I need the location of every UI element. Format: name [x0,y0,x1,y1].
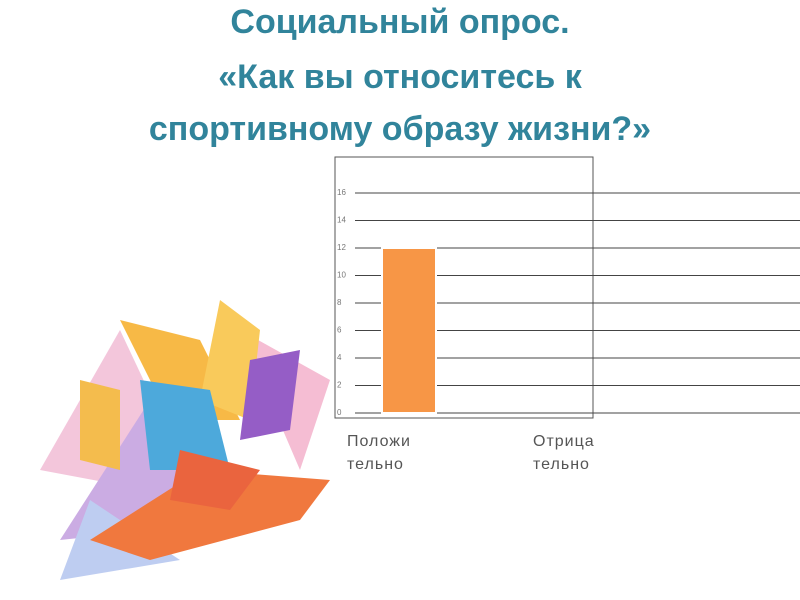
plot-frame [334,156,594,419]
y-tick-label: 2 [337,381,342,390]
title-line: «Как вы относитесь к [218,58,582,96]
y-tick-label: 12 [337,243,346,252]
sports-illustration [40,300,330,580]
x-tick-label: Отрицательно [533,433,595,473]
y-tick-label: 0 [337,408,342,417]
title-line: спортивному образу жизни?» [149,110,651,148]
bar [381,247,437,414]
y-tick-label: 4 [337,353,342,362]
y-tick-label: 16 [337,188,346,197]
y-tick-label: 10 [337,271,346,280]
x-tick-label: Положительно [347,433,411,473]
y-tick-label: 8 [337,298,342,307]
y-tick-label: 14 [337,216,346,225]
title-line: Социальный опрос. [230,3,569,41]
y-tick-label: 6 [337,326,342,335]
